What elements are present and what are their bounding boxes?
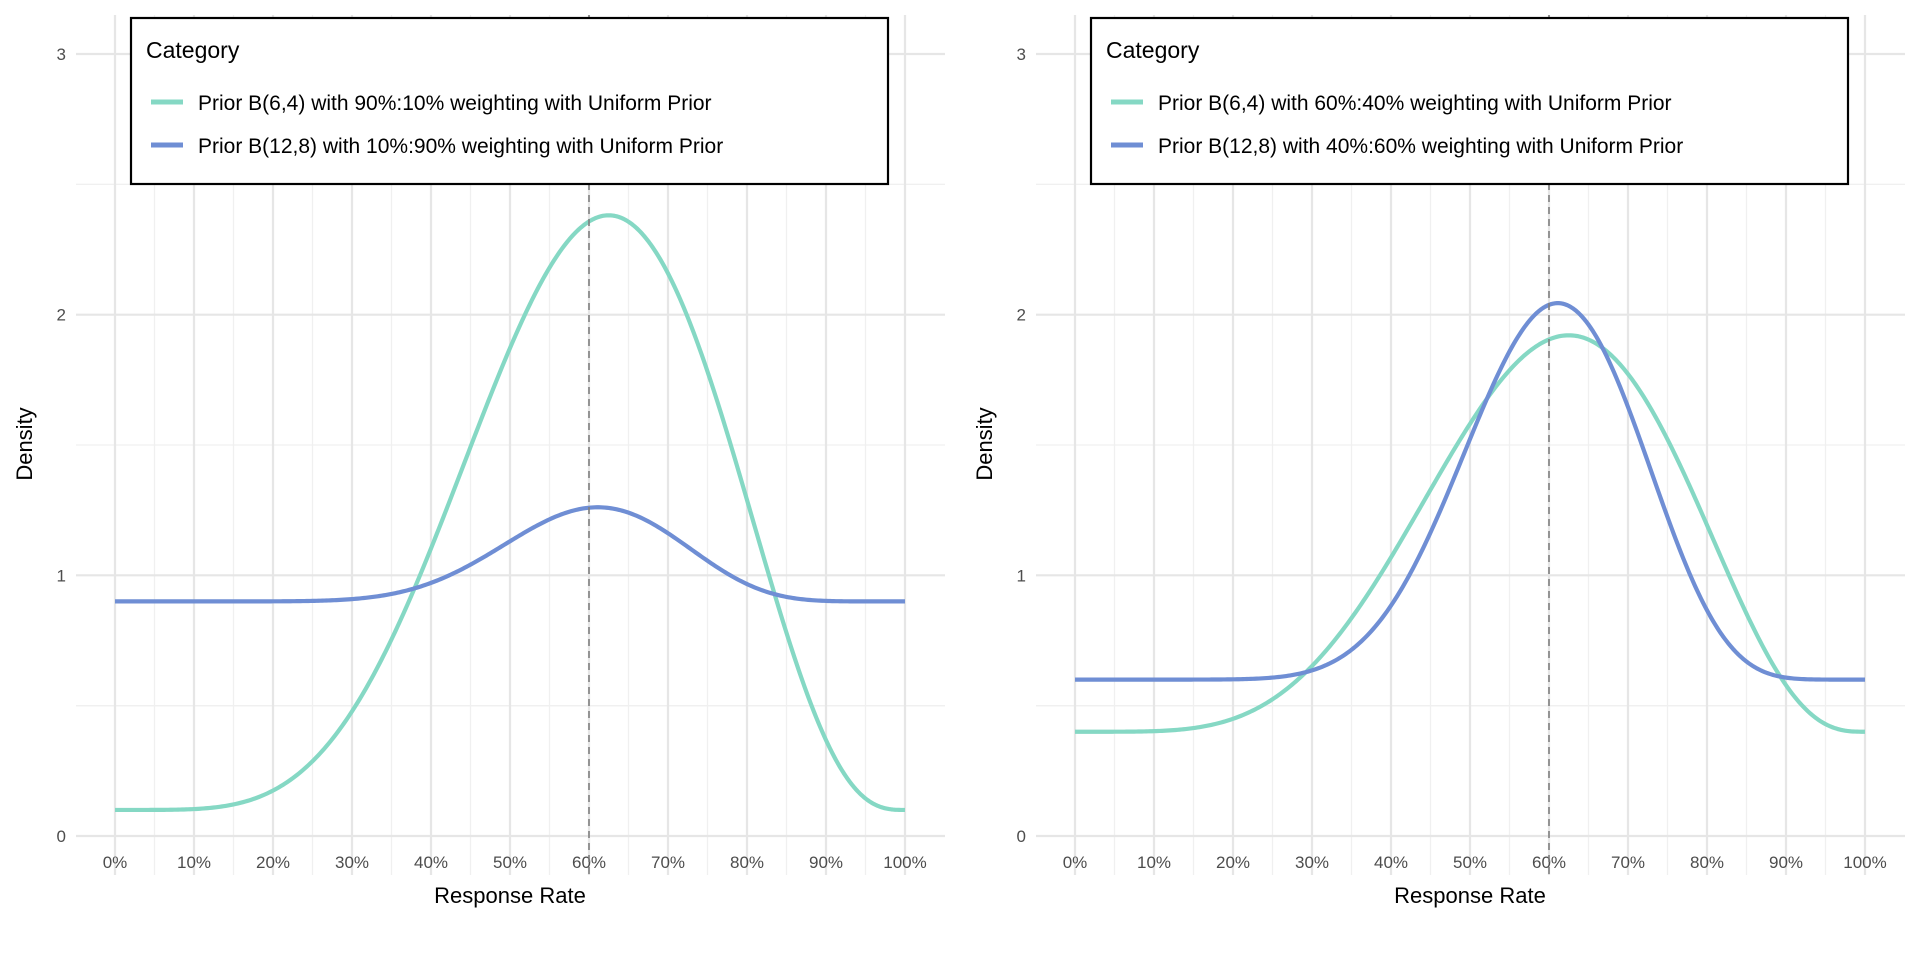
x-tick-label: 10% <box>1137 853 1171 872</box>
x-tick-label: 40% <box>414 853 448 872</box>
series-line-1 <box>1074 333 1866 734</box>
x-tick-label: 20% <box>256 853 290 872</box>
panel-left: 0% 10% 20% 30% 40% 50% 60% 70% 80% 90% 100% 0 1 2 3 Res… <box>12 15 945 908</box>
y-tick-label: 2 <box>57 306 66 325</box>
x-tick-label: 0% <box>1063 853 1088 872</box>
series-line-2 <box>114 505 906 604</box>
x-tick-label: 60% <box>572 853 606 872</box>
legend: Category Prior B(6,4) with 60%:40% weight… <box>1089 16 1850 186</box>
legend-label-1: Prior B(6,4) with 90%:10% weighting with… <box>198 92 712 115</box>
y-tick-label: 2 <box>1017 306 1026 325</box>
series-line-1 <box>114 213 906 813</box>
series-line-2 <box>1074 301 1866 682</box>
legend-title: Category <box>1106 37 1200 63</box>
x-axis-title: Response Rate <box>1394 883 1546 908</box>
x-tick-label: 10% <box>177 853 211 872</box>
y-axis-title: Density <box>12 407 37 480</box>
legend-box <box>1089 16 1850 186</box>
x-tick-label: 100% <box>883 853 926 872</box>
x-tick-label: 80% <box>1690 853 1724 872</box>
y-tick-label: 1 <box>1017 566 1026 585</box>
y-tick-label: 0 <box>57 827 66 846</box>
x-tick-label: 30% <box>1295 853 1329 872</box>
x-tick-label: 70% <box>1611 853 1645 872</box>
x-tick-label: 50% <box>493 853 527 872</box>
y-tick-label: 3 <box>1017 45 1026 64</box>
legend-label-2: Prior B(12,8) with 10%:90% weighting wit… <box>198 135 723 158</box>
x-tick-label: 50% <box>1453 853 1487 872</box>
x-tick-label: 80% <box>730 853 764 872</box>
x-tick-label: 70% <box>651 853 685 872</box>
legend-label-1: Prior B(6,4) with 60%:40% weighting with… <box>1158 92 1672 115</box>
x-tick-label: 30% <box>335 853 369 872</box>
x-tick-label: 100% <box>1843 853 1886 872</box>
x-tick-label: 60% <box>1532 853 1566 872</box>
x-tick-label: 0% <box>103 853 128 872</box>
panel-right: 0% 10% 20% 30% 40% 50% 60% 70% 80% 90% 100% 0 1 2 3 Res… <box>972 15 1905 908</box>
x-tick-label: 90% <box>1769 853 1803 872</box>
x-axis-title: Response Rate <box>434 883 586 908</box>
legend-label-2: Prior B(12,8) with 40%:60% weighting wit… <box>1158 135 1683 158</box>
x-tick-label: 90% <box>809 853 843 872</box>
y-tick-label: 0 <box>1017 827 1026 846</box>
y-axis-title: Density <box>972 407 997 480</box>
legend-title: Category <box>146 37 240 63</box>
y-tick-label: 1 <box>57 566 66 585</box>
y-tick-label: 3 <box>57 45 66 64</box>
x-tick-label: 40% <box>1374 853 1408 872</box>
legend: Category Prior B(6,4) with 90%:10% weight… <box>129 16 890 186</box>
x-tick-label: 20% <box>1216 853 1250 872</box>
legend-box <box>129 16 890 186</box>
